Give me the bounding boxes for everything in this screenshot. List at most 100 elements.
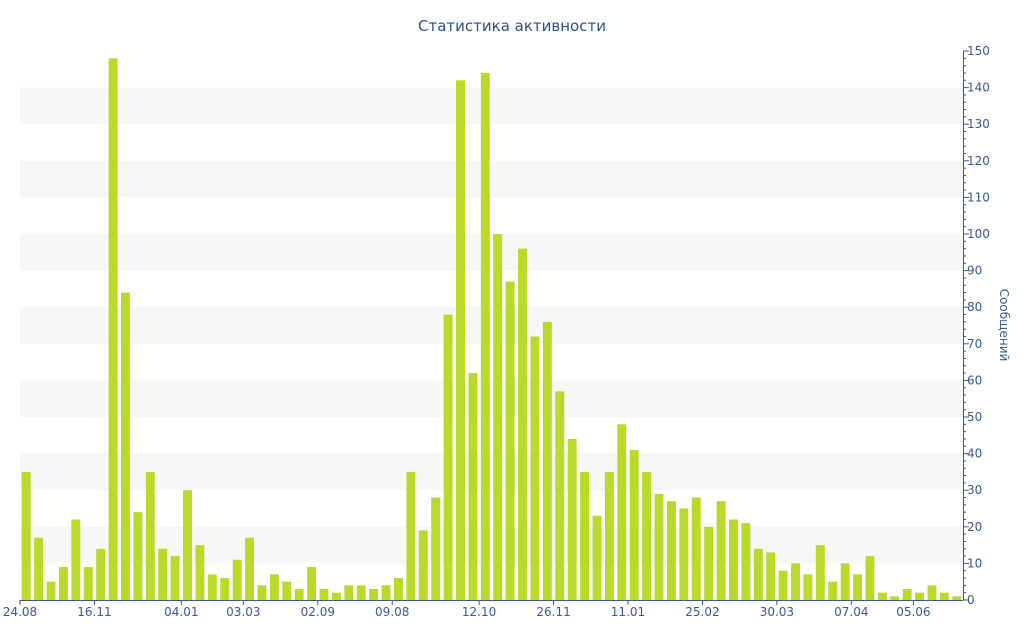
bar[interactable]	[642, 471, 652, 600]
bar[interactable]	[728, 519, 738, 600]
bar[interactable]	[356, 585, 366, 600]
bars-group	[21, 58, 962, 601]
x-tick-label: 07.04	[834, 605, 868, 619]
bar[interactable]	[629, 449, 639, 600]
bar[interactable]	[71, 519, 81, 600]
bar[interactable]	[915, 592, 925, 600]
bar[interactable]	[83, 567, 93, 600]
bar[interactable]	[778, 570, 788, 600]
bar[interactable]	[232, 559, 242, 600]
bar[interactable]	[431, 497, 441, 600]
bar[interactable]	[443, 314, 453, 600]
bar[interactable]	[456, 80, 465, 600]
bar[interactable]	[505, 281, 515, 600]
bar[interactable]	[319, 589, 329, 600]
bar[interactable]	[331, 592, 341, 600]
bar[interactable]	[542, 321, 552, 600]
bar[interactable]	[170, 556, 180, 600]
bar[interactable]	[393, 578, 403, 600]
y-tick-label: 20	[967, 520, 982, 534]
bar[interactable]	[381, 585, 391, 600]
bar[interactable]	[666, 501, 676, 600]
bar[interactable]	[853, 574, 862, 600]
bar[interactable]	[406, 471, 416, 600]
bar[interactable]	[902, 589, 912, 600]
bar[interactable]	[617, 424, 627, 600]
bar[interactable]	[766, 552, 776, 600]
bar[interactable]	[158, 548, 168, 600]
bar[interactable]	[183, 490, 192, 600]
bar[interactable]	[604, 471, 614, 600]
bar[interactable]	[791, 563, 800, 600]
bar[interactable]	[865, 556, 875, 600]
bar[interactable]	[344, 585, 354, 600]
bar[interactable]	[207, 574, 217, 600]
bar[interactable]	[952, 596, 962, 600]
x-tick-label: 09.08	[375, 605, 409, 619]
bar[interactable]	[704, 526, 714, 600]
bar[interactable]	[530, 336, 540, 600]
bar[interactable]	[108, 58, 118, 600]
bar[interactable]	[220, 578, 230, 600]
y-tick-label: 0	[967, 593, 975, 607]
x-tick-label: 12.10	[462, 605, 496, 619]
bar[interactable]	[815, 545, 825, 600]
y-tick-label: 30	[967, 483, 982, 497]
x-tick-label: 03.03	[226, 605, 260, 619]
x-tick-label: 11.01	[611, 605, 645, 619]
bar[interactable]	[294, 589, 304, 600]
y-tick-label: 10	[967, 556, 982, 570]
y-tick-label: 100	[967, 227, 990, 241]
bar[interactable]	[890, 596, 900, 600]
bar[interactable]	[468, 373, 478, 600]
bar[interactable]	[927, 585, 937, 600]
bar[interactable]	[877, 592, 887, 600]
bar[interactable]	[753, 548, 763, 600]
bar[interactable]	[282, 581, 292, 600]
bar[interactable]	[245, 537, 255, 600]
x-axis: 24.08 16.11 04.01 03.03 02.09 09.08 12.10 26.11…	[3, 600, 963, 619]
bar[interactable]	[840, 563, 850, 600]
bar[interactable]	[269, 574, 279, 600]
bar[interactable]	[567, 438, 577, 600]
chart-title: Статистика активности	[418, 17, 606, 35]
y-tick-label: 50	[967, 410, 982, 424]
grid-band	[20, 453, 963, 491]
bar[interactable]	[493, 234, 503, 600]
grid-band	[20, 87, 963, 125]
bar[interactable]	[654, 493, 664, 600]
bar[interactable]	[939, 592, 949, 600]
bar[interactable]	[518, 248, 527, 600]
x-tick-label: 24.08	[3, 605, 37, 619]
bar[interactable]	[691, 497, 701, 600]
bar[interactable]	[145, 471, 155, 600]
bar[interactable]	[803, 574, 813, 600]
bar[interactable]	[555, 391, 565, 600]
grid-band	[20, 307, 963, 344]
bar[interactable]	[195, 545, 205, 600]
bar[interactable]	[592, 515, 602, 600]
bar[interactable]	[96, 548, 106, 600]
bar[interactable]	[34, 537, 44, 600]
x-tick-label: 26.11	[536, 605, 570, 619]
y-tick-label: 120	[967, 154, 990, 168]
bar[interactable]	[121, 292, 130, 600]
bar[interactable]	[480, 72, 490, 600]
bar[interactable]	[741, 523, 751, 600]
bar[interactable]	[828, 581, 838, 600]
grid-band	[20, 380, 963, 417]
bar[interactable]	[418, 530, 428, 600]
bar[interactable]	[716, 501, 726, 600]
bar[interactable]	[21, 471, 31, 600]
bar[interactable]	[257, 585, 267, 600]
bar[interactable]	[46, 581, 56, 600]
bar[interactable]	[580, 471, 590, 600]
y-tick-label: 110	[967, 190, 990, 204]
bar[interactable]	[58, 567, 68, 600]
bar[interactable]	[369, 589, 379, 600]
bar[interactable]	[307, 567, 317, 600]
bar[interactable]	[679, 508, 689, 601]
bar[interactable]	[133, 512, 143, 600]
y-tick-label: 90	[967, 264, 982, 278]
